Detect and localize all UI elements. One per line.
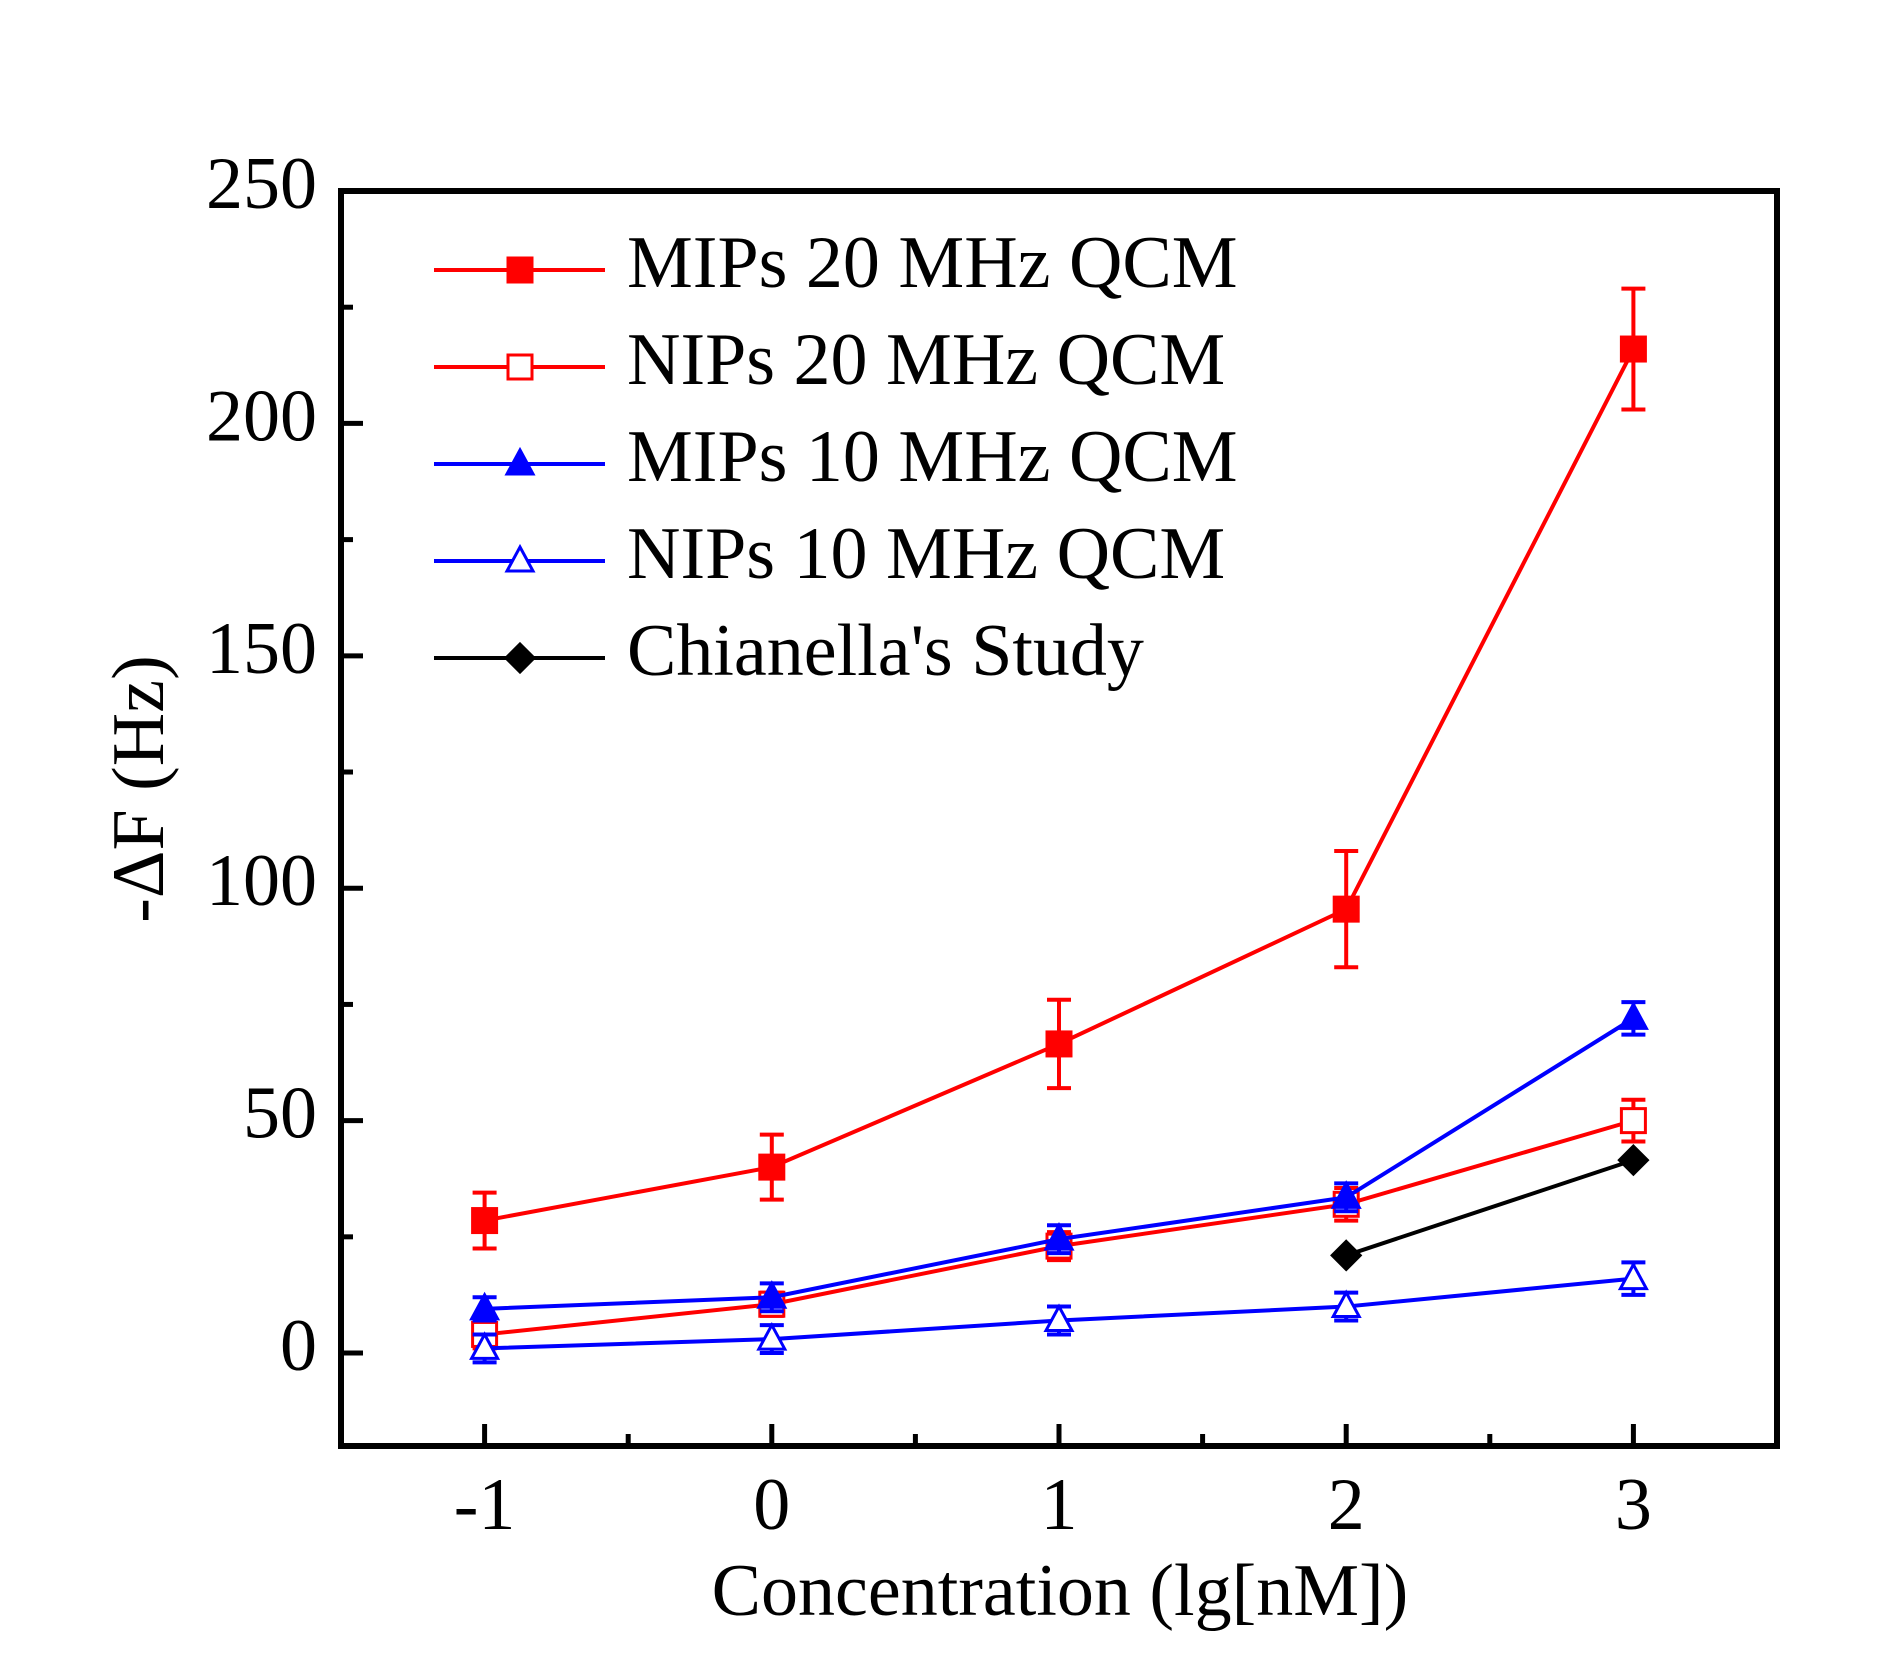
marker [1617,1144,1650,1177]
legend-label: NIPs 20 MHz QCM [627,319,1225,401]
x-tick-label: -1 [454,1464,516,1546]
marker [756,1280,788,1309]
legend-marker [504,446,536,476]
marker [1617,1001,1649,1030]
marker [1332,895,1360,923]
legend-label: Chianella's Study [627,610,1144,692]
marker [1617,1261,1649,1291]
series-line [1345,1158,1635,1258]
marker [1043,1303,1075,1332]
legend-label: NIPs 10 MHz QCM [627,513,1225,595]
marker [1330,1289,1362,1319]
legend-label: MIPs 20 MHz QCM [627,222,1238,304]
legend-marker [504,543,536,573]
y-tick-label: 250 [206,143,317,225]
y-axis-label: -ΔF (Hz) [98,655,180,922]
y-tick-label: 200 [206,375,317,457]
marker [756,1321,788,1351]
x-tick-label: 1 [1041,1464,1078,1546]
marker [1043,1222,1075,1251]
marker [758,1153,786,1181]
y-tick-label: 100 [206,840,317,922]
marker [469,1331,501,1360]
legend-label: MIPs 10 MHz QCM [627,416,1238,498]
y-tick-label: 150 [206,608,317,690]
y-tick-label: 0 [280,1305,317,1387]
x-tick-label: 3 [1615,1464,1652,1546]
marker [1619,335,1647,363]
legend-marker [506,256,534,284]
legend-marker [503,641,537,675]
marker [1330,1239,1363,1272]
marker [469,1291,501,1321]
marker [1330,1180,1362,1209]
x-tick-label: 0 [753,1464,790,1546]
marker [1619,1107,1647,1135]
y-tick-label: 50 [243,1073,317,1155]
marker [471,1207,499,1235]
legend-marker [506,353,534,381]
x-axis-label: Concentration (lg[nM]) [712,1550,1409,1632]
marker [1045,1030,1073,1058]
x-tick-label: 2 [1328,1464,1365,1546]
